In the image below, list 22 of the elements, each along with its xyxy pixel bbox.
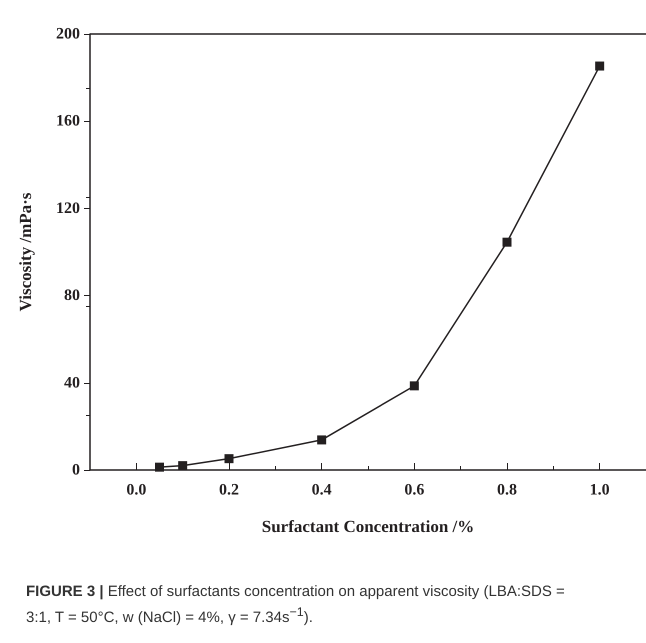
point xyxy=(155,462,164,472)
y-tick-label: 160 xyxy=(56,112,80,130)
point xyxy=(224,454,234,464)
point xyxy=(317,435,326,444)
x-tick-label: 0.2 xyxy=(219,482,239,498)
x-tick-label: 0.4 xyxy=(312,482,332,498)
x-tick-label: 1.0 xyxy=(590,482,610,498)
y-tick-label: 200 xyxy=(56,26,80,42)
y-tick-label: 0 xyxy=(72,462,80,478)
y-tick-label: 80 xyxy=(64,287,80,304)
y-tick-label: 120 xyxy=(56,200,80,217)
point xyxy=(410,381,419,390)
point xyxy=(595,62,604,71)
y-tick-label: 40 xyxy=(64,374,80,392)
x-tick-label: 0.6 xyxy=(404,482,424,498)
point xyxy=(178,461,188,470)
caption: FIGURE 3 | Effect of surfactants concentration on apparent viscosity (LBA:SDS = 3:1, T = 50°C, w (NaCl) = 4%, γ = 7.34s$^{−1}$). xyxy=(26,583,565,626)
point xyxy=(502,238,512,247)
x-tick-label: 0.8 xyxy=(497,482,517,498)
y-axis-title: Viscosity /mPa·s xyxy=(16,192,35,312)
x-axis-title: Surfactant Concentration /% xyxy=(262,517,474,536)
x-tick-label: 0.0 xyxy=(126,482,146,498)
